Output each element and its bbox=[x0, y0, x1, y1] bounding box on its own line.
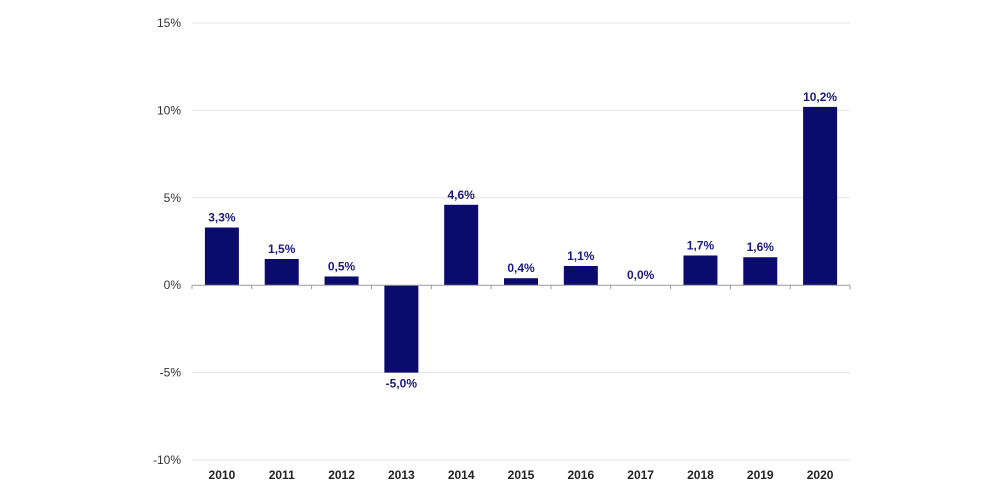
y-tick-label: 5% bbox=[164, 191, 182, 205]
data-labels: 3,3% 1,5% 0,5% -5,0% 4,6% 0,4% 1,1% 0,0% 1,7% 1,6… bbox=[208, 90, 837, 391]
y-tick-label: -5% bbox=[160, 366, 182, 380]
data-label: -5,0% bbox=[386, 377, 418, 391]
data-label: 1,5% bbox=[268, 242, 296, 256]
x-axis bbox=[191, 284, 851, 290]
y-tick-label: -10% bbox=[153, 453, 181, 467]
x-tick-label: 2013 bbox=[388, 468, 415, 482]
bar bbox=[204, 227, 239, 286]
bar bbox=[324, 276, 359, 286]
y-tick-label: 10% bbox=[157, 103, 181, 117]
x-tick-label: 2010 bbox=[209, 468, 236, 482]
bar bbox=[504, 278, 538, 286]
x-tick-label: 2011 bbox=[269, 468, 295, 482]
gridlines bbox=[192, 22, 850, 461]
data-label: 10,2% bbox=[803, 90, 837, 104]
x-tick-label: 2016 bbox=[567, 468, 594, 482]
x-axis-tick-labels: 2010 2011 2012 2013 2014 2015 2016 2017 2018 2019… bbox=[209, 468, 834, 482]
y-tick-label: 15% bbox=[157, 16, 181, 30]
y-axis-tick-labels: 15% 10% 5% 0% -5% -10% bbox=[153, 16, 181, 467]
x-tick-label: 2020 bbox=[807, 468, 834, 482]
data-label: 1,7% bbox=[687, 238, 715, 252]
x-tick-label: 2018 bbox=[687, 468, 714, 482]
bar bbox=[384, 285, 419, 373]
x-tick-label: 2019 bbox=[747, 468, 774, 482]
bar bbox=[444, 204, 479, 286]
y-tick-label: 0% bbox=[164, 278, 182, 292]
data-label: 4,6% bbox=[448, 188, 476, 202]
bar bbox=[563, 265, 598, 286]
bar bbox=[803, 106, 838, 286]
x-tick-label: 2017 bbox=[627, 468, 654, 482]
x-tick-label: 2015 bbox=[508, 468, 535, 482]
data-label: 1,6% bbox=[747, 240, 775, 254]
bar bbox=[743, 257, 778, 286]
bars bbox=[204, 106, 838, 373]
data-label: 0,5% bbox=[328, 259, 356, 273]
x-tick-label: 2014 bbox=[448, 468, 475, 482]
bar bbox=[683, 255, 718, 286]
data-label: 3,3% bbox=[208, 211, 236, 225]
data-label: 1,1% bbox=[567, 249, 595, 263]
bar bbox=[264, 258, 299, 286]
data-label: 0,4% bbox=[507, 261, 535, 275]
x-tick-label: 2012 bbox=[328, 468, 355, 482]
data-label: 0,0% bbox=[627, 268, 655, 282]
